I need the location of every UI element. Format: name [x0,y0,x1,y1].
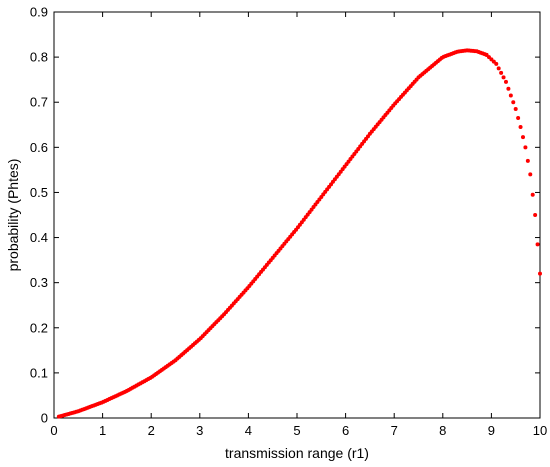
data-point [523,145,528,150]
x-tick-label: 6 [342,423,349,438]
data-point [538,271,542,276]
x-tick-label: 9 [488,423,495,438]
data-point [508,93,513,98]
data-point [525,158,530,163]
y-tick-labels: 0 0.1 0.2 0.3 0.4 0.5 0.6 0.7 0.8 0.9 [30,5,48,426]
y-tick-label: 0.5 [30,185,48,200]
y-tick-label: 0 [41,411,48,426]
data-point [530,192,535,197]
y-tick-label: 0.8 [30,50,48,65]
data-point [518,125,523,130]
x-tick-label: 8 [439,423,446,438]
data-point [535,242,540,247]
x-tick-label: 2 [148,423,155,438]
y-tick-label: 0.3 [30,275,48,290]
data-point [499,70,504,75]
data-point [506,86,511,91]
x-tick-label: 3 [196,423,203,438]
y-tick-label: 0.4 [30,230,48,245]
data-point [520,135,525,140]
y-tick-label: 0.9 [30,5,48,20]
data-point [503,79,508,84]
x-tick-labels: 0 1 2 3 4 5 6 7 8 9 10 [50,423,547,438]
x-tick-label: 4 [245,423,252,438]
x-axis-label: transmission range (r1) [225,445,369,461]
y-tick-label: 0.1 [30,365,48,380]
y-tick-label: 0.6 [30,140,48,155]
x-tick-label: 1 [99,423,106,438]
data-point [528,172,533,177]
data-point [496,66,501,71]
data-point [516,116,521,121]
y-tick-label: 0.7 [30,95,48,110]
data-point [533,213,538,217]
x-tick-label: 7 [391,423,398,438]
data-point [511,100,516,105]
x-tick-label: 0 [50,423,57,438]
data-point [513,106,518,111]
data-points [56,48,542,419]
data-point [501,75,506,80]
y-axis-label: probability (Phtes) [5,159,21,272]
plot-area-frame [53,11,541,419]
x-tick-label: 5 [293,423,300,438]
data-point [494,61,499,66]
x-tick-label: 10 [533,423,547,438]
y-tick-label: 0.2 [30,320,48,335]
